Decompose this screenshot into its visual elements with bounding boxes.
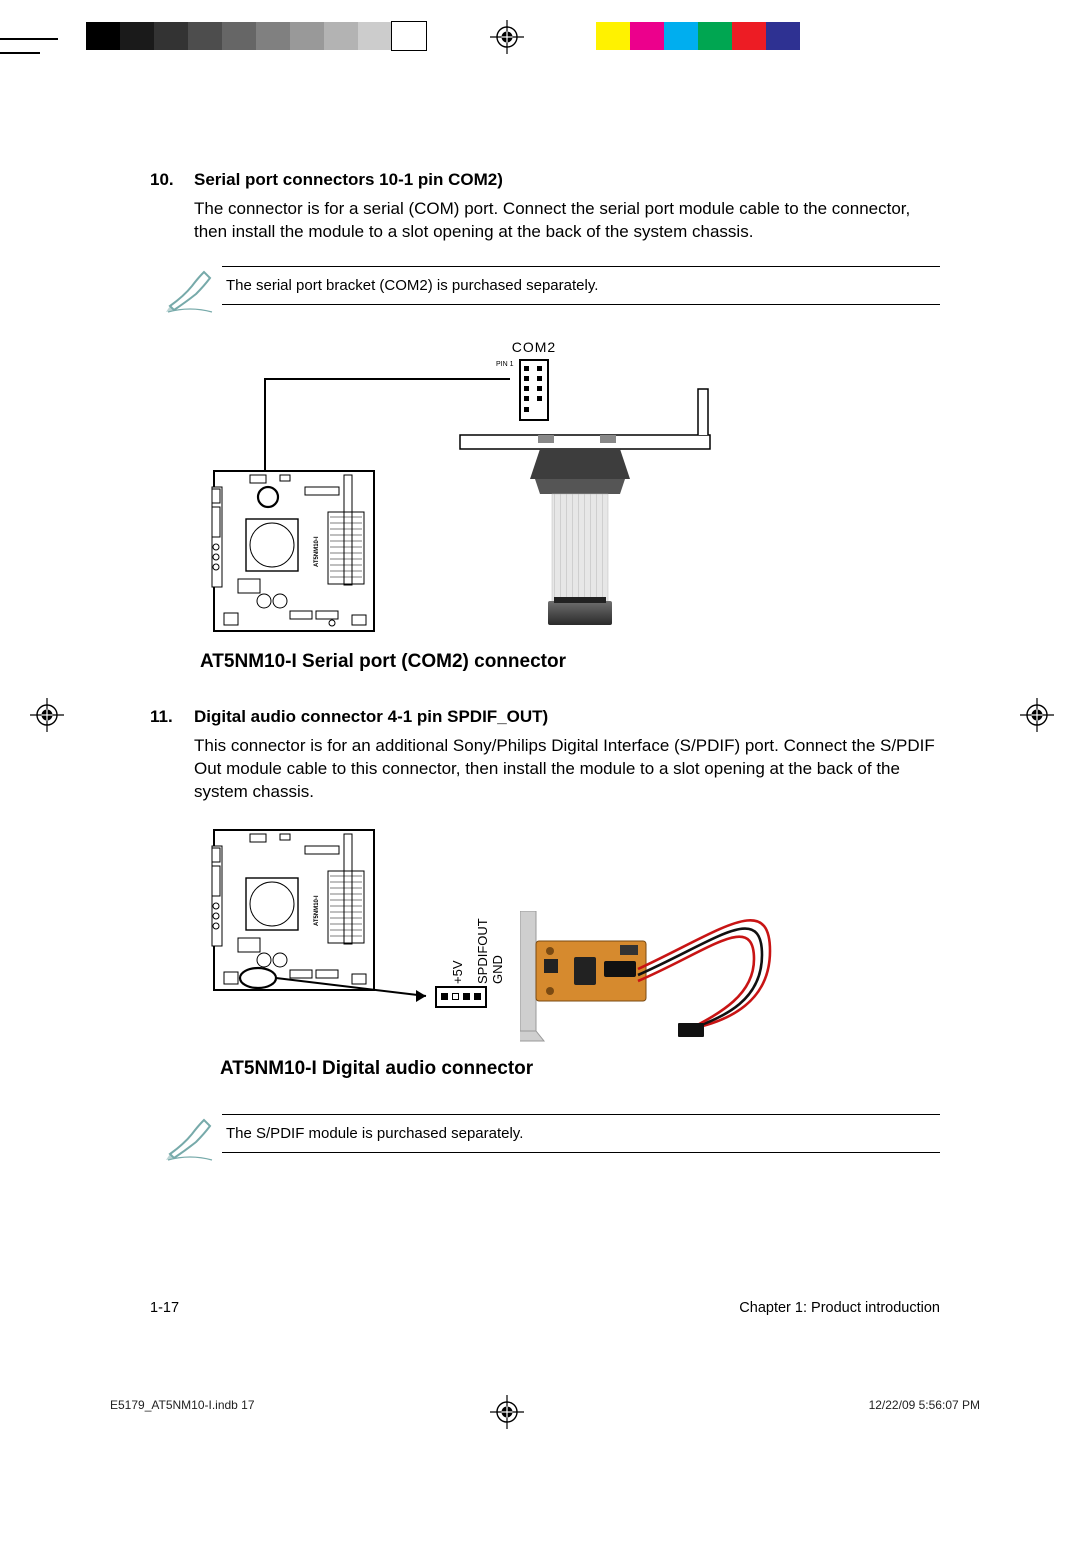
figure-com2: COM2 PIN 1 — [200, 339, 850, 639]
swatch — [392, 22, 426, 50]
pin-gnd-label: GND — [490, 955, 505, 984]
swatch — [630, 22, 664, 50]
page-content: 10. Serial port connectors 10-1 pin COM2… — [150, 170, 940, 1187]
swatch — [358, 22, 392, 50]
section11-number: 11. — [150, 707, 194, 727]
swatch — [120, 22, 154, 50]
registration-mark-icon — [490, 20, 524, 54]
swatch — [222, 22, 256, 50]
section11-heading: 11. Digital audio connector 4-1 pin SPDI… — [150, 707, 940, 727]
pencil-note-icon — [164, 266, 222, 319]
print-footer: E5179_AT5NM10-I.indb 17 12/22/09 5:56:07… — [110, 1398, 980, 1412]
pin-5v-label: +5V — [450, 960, 465, 984]
section10-note-text: The serial port bracket (COM2) is purcha… — [222, 266, 940, 305]
pin-spdifout-label: SPDIFOUT — [475, 918, 490, 984]
page-number: 1-17 — [150, 1300, 179, 1316]
crop-tick — [0, 52, 40, 54]
page-footer: 1-17 Chapter 1: Product introduction — [150, 1300, 940, 1316]
swatch — [732, 22, 766, 50]
spdif-header-diagram — [435, 986, 487, 1008]
figure2-caption: AT5NM10-I Digital audio connector — [220, 1058, 940, 1080]
figure-spdif: AT5NM10-I +5V SPDIFOUT GND — [200, 826, 850, 1046]
swatch — [698, 22, 732, 50]
grayscale-strip — [86, 22, 426, 50]
figure1-caption: AT5NM10-I Serial port (COM2) connector — [200, 651, 940, 673]
section10-number: 10. — [150, 170, 194, 190]
spdif-module-illustration — [520, 911, 840, 1056]
callout-arrow — [200, 826, 500, 1046]
swatch — [596, 22, 630, 50]
swatch — [766, 22, 800, 50]
swatch — [86, 22, 120, 50]
section10-body: The connector is for a serial (COM) port… — [194, 198, 940, 244]
board-label: AT5NM10-I — [314, 536, 320, 567]
section10-heading: 10. Serial port connectors 10-1 pin COM2… — [150, 170, 940, 190]
swatch — [256, 22, 290, 50]
registration-mark-icon — [30, 698, 64, 732]
section10-note: The serial port bracket (COM2) is purcha… — [164, 266, 940, 319]
section11-title: Digital audio connector 4-1 pin SPDIF_OU… — [194, 707, 548, 727]
registration-mark-icon — [1020, 698, 1054, 732]
swatch — [290, 22, 324, 50]
crop-tick — [0, 38, 58, 40]
pencil-note-icon — [164, 1114, 222, 1167]
swatch — [188, 22, 222, 50]
swatch — [154, 22, 188, 50]
color-strip — [596, 22, 800, 50]
section11-note-text: The S/PDIF module is purchased separatel… — [222, 1114, 940, 1153]
swatch — [324, 22, 358, 50]
print-timestamp: 12/22/09 5:56:07 PM — [869, 1398, 980, 1412]
section10-title: Serial port connectors 10-1 pin COM2) — [194, 170, 503, 190]
source-file: E5179_AT5NM10-I.indb 17 — [110, 1398, 255, 1412]
section11-body: This connector is for an additional Sony… — [194, 735, 940, 804]
swatch — [664, 22, 698, 50]
motherboard-outline: AT5NM10-I — [210, 467, 380, 642]
section11-note: The S/PDIF module is purchased separatel… — [164, 1114, 940, 1167]
chapter-label: Chapter 1: Product introduction — [739, 1300, 940, 1316]
